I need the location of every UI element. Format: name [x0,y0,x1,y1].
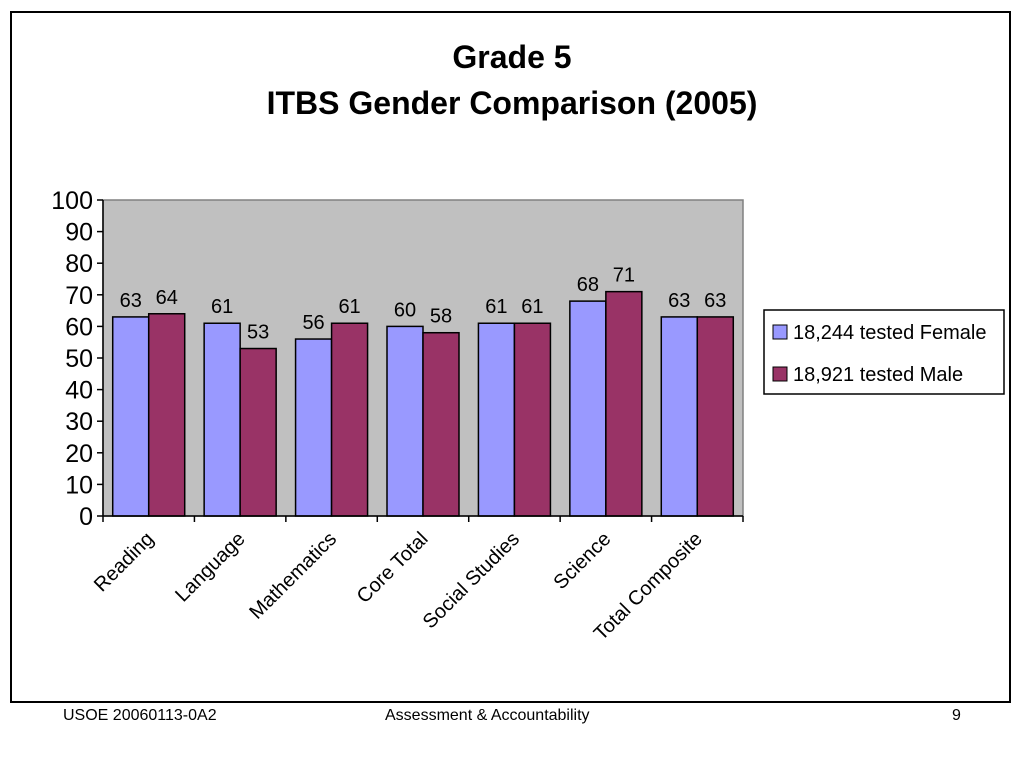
y-tick-label-6: 60 [65,313,93,341]
legend-swatch-female [772,324,788,340]
data-label-female-6: 63 [668,290,690,312]
y-tick-label-7: 70 [65,282,93,310]
data-label-female-3: 60 [394,299,416,321]
bar-female-5 [569,300,607,517]
legend-swatch-male [772,366,788,382]
bar-male-3 [422,331,460,517]
y-tick-label-8: 80 [65,250,93,278]
data-label-male-5: 71 [613,265,635,287]
y-tick-label-0: 0 [79,503,93,531]
bar-male-5 [605,290,643,517]
bar-male-2 [330,322,369,517]
bar-male-6 [696,316,735,517]
footer-page-number: 9 [952,707,961,724]
y-tick-label-4: 40 [65,377,93,405]
legend-box [763,309,1005,395]
legend-label-female: 18,244 tested Female [793,322,986,344]
chart-subtitle: ITBS Gender Comparison (2005) [267,85,758,121]
category-label-1: Language [171,528,249,606]
category-label-4: Social Studies [419,528,524,633]
data-label-female-4: 61 [485,296,507,318]
bar-female-0 [111,316,150,517]
data-label-female-5: 68 [577,274,599,296]
legend-label-male: 18,921 tested Male [793,364,963,386]
y-tick-label-2: 20 [65,440,93,468]
bar-female-2 [294,338,333,517]
bar-male-4 [513,322,552,517]
category-label-5: Science [550,528,616,594]
bar-male-1 [239,347,277,517]
y-tick-label-5: 50 [65,345,93,373]
data-label-male-0: 64 [156,287,178,309]
data-label-male-3: 58 [430,306,452,328]
legend: 18,244 tested Female 18,921 tested Male [763,309,1005,395]
data-label-male-4: 61 [521,296,543,318]
data-label-male-1: 53 [247,322,269,344]
footer-department: Assessment & Accountability [385,707,590,724]
category-label-3: Core Total [353,528,433,608]
data-label-female-0: 63 [120,290,142,312]
category-label-0: Reading [90,528,158,596]
bar-female-1 [203,322,241,517]
category-label-2: Mathematics [245,528,341,624]
y-tick-label-10: 100 [51,187,93,215]
data-label-female-1: 61 [211,296,233,318]
y-tick-label-3: 30 [65,408,93,436]
y-tick-label-1: 10 [65,471,93,499]
bar-male-0 [147,313,186,517]
data-label-male-6: 63 [704,290,726,312]
footer-source: USOE 20060113-0A2 [63,707,217,724]
bar-female-6 [660,316,699,517]
bar-female-3 [386,325,424,517]
data-label-male-2: 61 [338,296,360,318]
chart-title: Grade 5 [452,39,571,75]
y-tick-label-9: 90 [65,219,93,247]
bar-female-4 [477,322,516,517]
data-label-female-2: 56 [302,312,324,334]
